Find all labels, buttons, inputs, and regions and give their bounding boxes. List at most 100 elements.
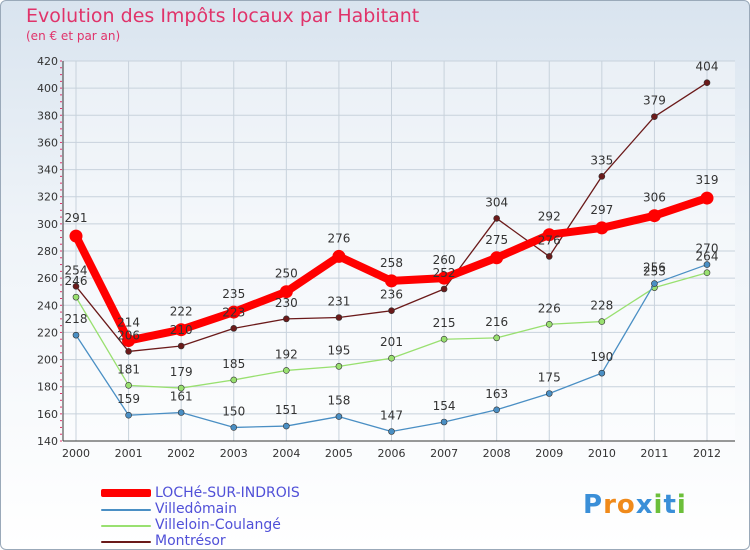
- data-label: 147: [380, 409, 403, 423]
- data-label: 190: [590, 350, 613, 364]
- line-chart: 140 160 180 200 220 240 260 280 300 320 340 360 380 4…: [37, 55, 735, 460]
- x-tick-label: 2009: [535, 447, 563, 460]
- data-label: 228: [590, 299, 613, 313]
- x-tick-label: 2004: [272, 447, 300, 460]
- y-tick-label: 360: [37, 136, 58, 149]
- x-tick-label: 2000: [62, 447, 90, 460]
- data-label: 270: [696, 242, 719, 256]
- data-point: [177, 409, 185, 416]
- data-point: [125, 382, 132, 389]
- x-tick-label: 2006: [378, 447, 406, 460]
- data-label: 276: [327, 231, 350, 245]
- data-label: 264: [696, 250, 719, 264]
- data-point: [437, 271, 451, 285]
- y-tick-label: 160: [37, 408, 58, 421]
- data-point: [335, 363, 343, 370]
- data-label: 195: [327, 343, 350, 357]
- data-label: 222: [170, 305, 193, 319]
- legend-swatch: [101, 525, 151, 527]
- data-point: [125, 348, 132, 355]
- data-label: 206: [117, 328, 140, 342]
- x-tick-label: 2012: [693, 447, 721, 460]
- data-label: 226: [538, 301, 561, 315]
- chart-title: Evolution des Impôts locaux par Habitant: [26, 5, 420, 27]
- y-tick-label: 320: [37, 191, 58, 204]
- data-point: [493, 334, 500, 342]
- y-tick-label: 400: [37, 82, 58, 95]
- data-label: 250: [275, 267, 298, 281]
- data-point: [703, 269, 711, 277]
- data-point: [332, 249, 346, 263]
- data-point: [69, 229, 83, 243]
- data-point: [647, 209, 661, 223]
- data-point: [703, 261, 711, 268]
- x-tick-label: 2001: [115, 447, 143, 460]
- data-point: [177, 384, 185, 392]
- y-tick-label: 300: [37, 218, 58, 231]
- legend-swatch: [101, 489, 151, 497]
- chart-subtitle: (en € et par an): [26, 29, 121, 43]
- data-label: 235: [222, 287, 245, 301]
- data-label: 210: [170, 323, 193, 337]
- x-tick-label: 2008: [483, 447, 511, 460]
- data-label: 275: [485, 233, 508, 247]
- data-point: [493, 406, 500, 414]
- data-label: 216: [485, 315, 508, 329]
- data-point: [174, 323, 188, 337]
- legend-swatch: [101, 541, 151, 543]
- data-point: [542, 228, 556, 242]
- data-point: [227, 305, 241, 319]
- data-label: 291: [65, 211, 88, 225]
- y-tick-label: 140: [37, 435, 58, 448]
- data-label: 192: [275, 347, 298, 361]
- data-label: 181: [117, 362, 140, 376]
- data-label: 218: [65, 312, 88, 326]
- data-label: 292: [538, 210, 561, 224]
- data-point: [651, 113, 658, 120]
- x-tick-label: 2005: [325, 447, 353, 460]
- x-tick-label: 2007: [430, 447, 458, 460]
- legend-swatch: [101, 509, 151, 511]
- data-label: 260: [433, 253, 456, 267]
- data-label: 379: [643, 94, 666, 108]
- data-label: 201: [380, 335, 403, 349]
- data-label: 185: [222, 357, 245, 371]
- data-point: [388, 354, 395, 362]
- data-label: 297: [590, 203, 613, 217]
- data-point: [493, 215, 500, 222]
- data-point: [545, 320, 553, 328]
- y-tick-label: 200: [37, 354, 58, 367]
- y-tick-label: 260: [37, 272, 58, 285]
- data-point: [545, 390, 553, 397]
- data-point: [703, 79, 711, 87]
- data-label: 252: [433, 266, 456, 280]
- data-label: 335: [590, 153, 613, 167]
- x-tick-label: 2003: [220, 447, 248, 460]
- data-label: 254: [65, 263, 88, 277]
- y-tick-label: 340: [37, 164, 58, 177]
- data-label: 404: [696, 60, 719, 74]
- data-label: 159: [117, 392, 140, 406]
- data-point: [283, 422, 290, 430]
- data-point: [72, 293, 80, 301]
- y-tick-label: 380: [37, 109, 58, 122]
- data-point: [595, 221, 609, 235]
- x-tick-label: 2010: [588, 447, 616, 460]
- data-point: [230, 424, 238, 431]
- data-label: 223: [222, 305, 245, 319]
- y-tick-label: 280: [37, 245, 58, 258]
- data-label: 258: [380, 256, 403, 270]
- data-point: [279, 285, 293, 299]
- data-label: 253: [643, 265, 666, 279]
- data-point: [440, 285, 448, 293]
- data-point: [440, 418, 448, 426]
- data-label: 151: [275, 403, 298, 417]
- data-point: [385, 274, 398, 288]
- data-point: [598, 173, 606, 180]
- data-label: 175: [538, 371, 561, 385]
- data-label: 276: [538, 233, 561, 247]
- data-point: [598, 369, 606, 377]
- data-point: [651, 280, 658, 287]
- data-point: [598, 318, 606, 325]
- data-label: 158: [327, 394, 350, 408]
